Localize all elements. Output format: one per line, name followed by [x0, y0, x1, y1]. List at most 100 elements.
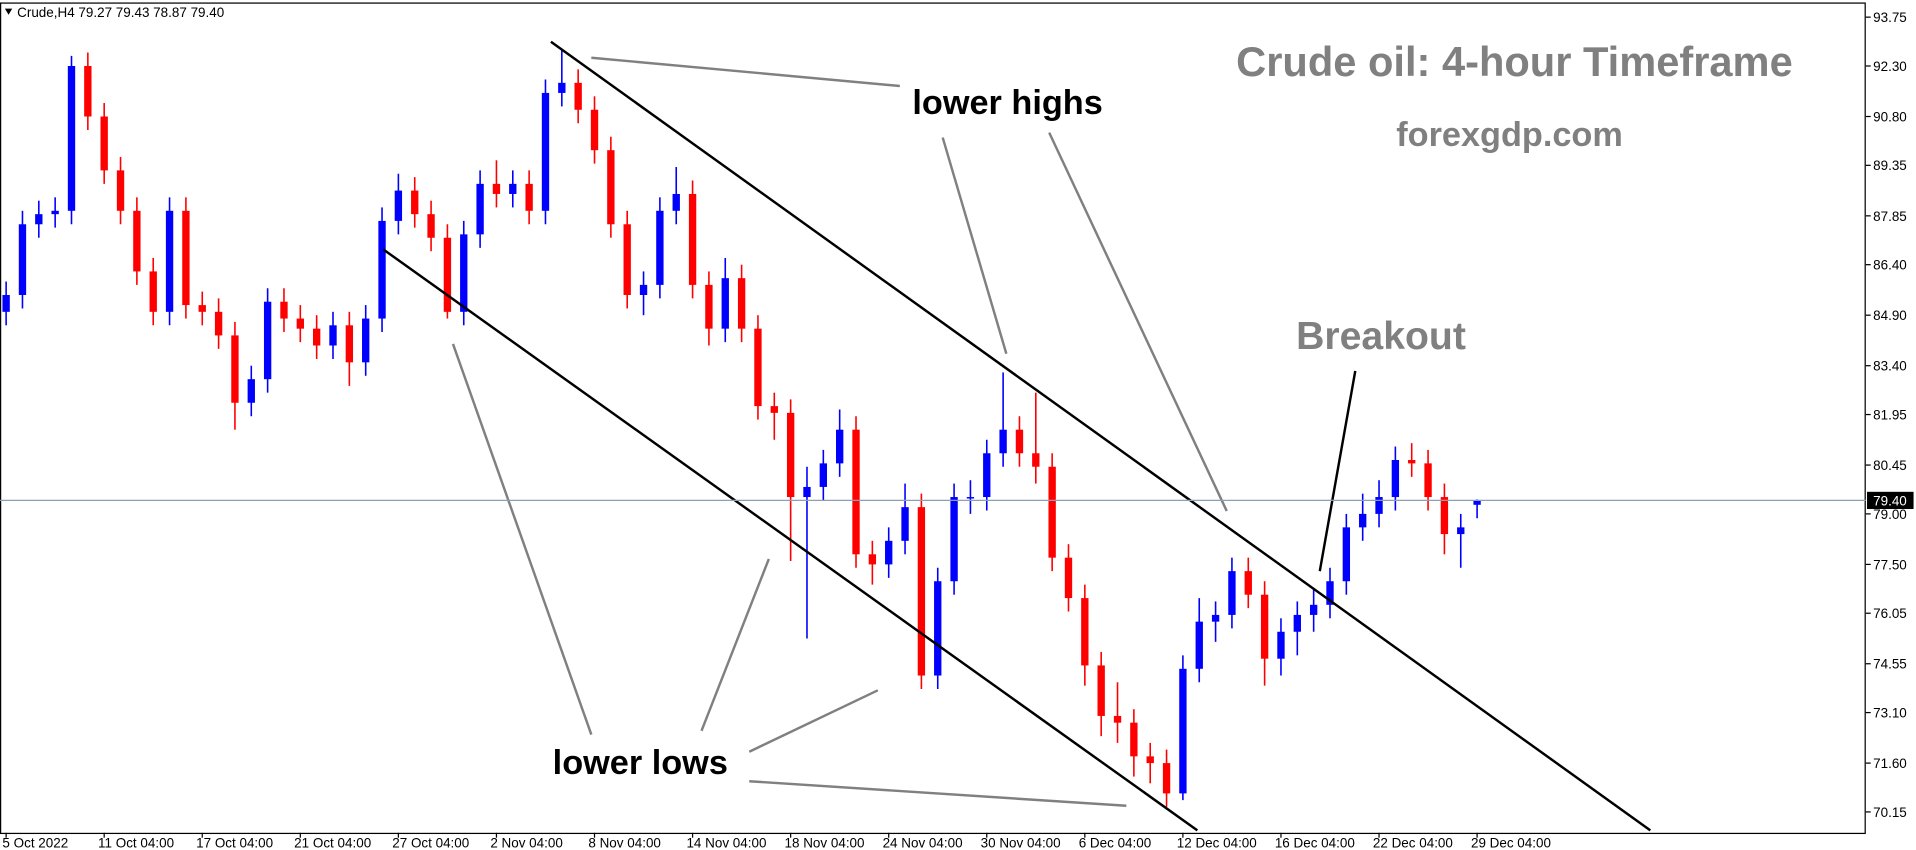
pointer	[748, 689, 879, 753]
candle-body	[214, 311, 223, 336]
candle-body	[607, 150, 615, 225]
x-tick-label: 8 Nov 04:00	[588, 836, 661, 850]
candle-body	[198, 305, 206, 312]
candle-body	[1195, 621, 1203, 669]
pointer	[591, 56, 900, 88]
annotation-pointers	[451, 56, 1228, 808]
candle-body	[1424, 463, 1432, 498]
x-tick-label: 24 Nov 04:00	[883, 836, 963, 850]
candle-body	[1244, 571, 1252, 595]
candle-body	[1162, 763, 1171, 794]
candle-body	[1064, 557, 1073, 599]
annotation: Breakout	[1296, 314, 1466, 358]
y-tick-label: 71.60	[1873, 756, 1907, 771]
candle-body	[133, 210, 141, 272]
candle-body	[1473, 500, 1481, 505]
candle-body	[754, 328, 762, 407]
y-tick-label: 86.40	[1873, 258, 1907, 273]
candle-body	[1015, 429, 1024, 454]
plot-frame	[0, 2, 1866, 835]
candle-body	[868, 554, 877, 565]
candle-body	[541, 92, 550, 211]
candle-body	[378, 220, 386, 319]
annotation: lower lows	[553, 744, 728, 782]
candle-body	[149, 271, 157, 312]
candle-body	[639, 284, 648, 295]
candle-body	[51, 210, 59, 215]
candle-body	[688, 193, 697, 285]
x-tick-label: 12 Dec 04:00	[1177, 836, 1257, 850]
candle-body	[329, 325, 337, 346]
candle-body	[1309, 604, 1318, 615]
candle-body	[999, 429, 1007, 454]
candle-body	[1260, 594, 1269, 659]
candle-body	[558, 82, 566, 93]
y-tick-label: 92.30	[1873, 59, 1907, 74]
y-tick-label: 87.85	[1873, 209, 1907, 224]
candle-body	[950, 497, 958, 582]
candle-body	[672, 193, 680, 211]
y-tick-label: 73.10	[1873, 705, 1907, 720]
candle-body	[852, 429, 860, 555]
current-price-box	[1867, 491, 1914, 510]
header: Crude,H4 79.27 79.43 78.87 79.40	[17, 5, 224, 20]
candle-body	[247, 379, 255, 403]
y-tick-label: 90.80	[1873, 109, 1907, 124]
candle-body	[100, 116, 108, 171]
candle-body	[656, 210, 664, 285]
breakout-pointer	[1318, 370, 1357, 572]
pointer	[941, 137, 1008, 355]
current-price-label: 79.40	[1873, 493, 1907, 508]
chart-subtitle: forexgdp.com	[1396, 116, 1623, 154]
candle-body	[983, 453, 991, 498]
x-tick-label: 18 Nov 04:00	[785, 836, 865, 850]
x-tick-label: 27 Oct 04:00	[392, 836, 469, 850]
pointer	[700, 558, 770, 732]
candle-body	[1342, 527, 1351, 582]
candle-body	[1359, 513, 1367, 528]
x-tick-label: 29 Dec 04:00	[1471, 836, 1551, 850]
candle-body	[917, 507, 926, 676]
x-tick-label: 14 Nov 04:00	[686, 836, 766, 850]
candle-body	[394, 190, 403, 221]
candle-body	[35, 214, 43, 225]
x-tick-label: 2 Nov 04:00	[490, 836, 563, 850]
candle-body	[362, 318, 370, 363]
candle-body	[1391, 460, 1400, 498]
candle-body	[427, 214, 435, 238]
candle-body	[280, 301, 288, 319]
pointer	[451, 343, 593, 735]
x-tick-label: 21 Oct 04:00	[294, 836, 371, 850]
candle-body	[182, 210, 190, 306]
candle-body	[263, 301, 272, 380]
candle-body	[966, 497, 975, 499]
candle-body	[1097, 665, 1105, 716]
candle-body	[885, 540, 893, 565]
y-tick-label: 79.00	[1873, 507, 1907, 522]
candle-body	[1048, 466, 1056, 558]
candle-body	[1081, 598, 1089, 666]
candle-body	[67, 65, 76, 211]
candle-body	[623, 224, 631, 295]
candle-body	[1179, 668, 1187, 794]
candle-body	[1113, 715, 1122, 723]
pointer	[1048, 132, 1228, 512]
annotation: lower highs	[912, 84, 1102, 122]
candle-body	[18, 224, 27, 295]
candle-body	[84, 65, 92, 117]
candle-body	[1440, 497, 1449, 535]
candle-body	[116, 170, 125, 211]
pointer	[749, 779, 1127, 808]
candle-body	[1277, 631, 1285, 659]
candle-body	[1032, 453, 1040, 467]
y-tick-label: 81.95	[1873, 407, 1907, 422]
y-tick-label: 89.35	[1873, 158, 1907, 173]
candle-body	[460, 234, 468, 312]
candle-body	[165, 210, 174, 312]
chart-title: Crude oil: 4-hour Timeframe	[1236, 38, 1793, 85]
y-tick-label: 84.90	[1873, 308, 1907, 323]
candle-body	[786, 412, 795, 498]
upper-channel-line	[550, 40, 1652, 832]
candle-body	[1326, 581, 1334, 605]
